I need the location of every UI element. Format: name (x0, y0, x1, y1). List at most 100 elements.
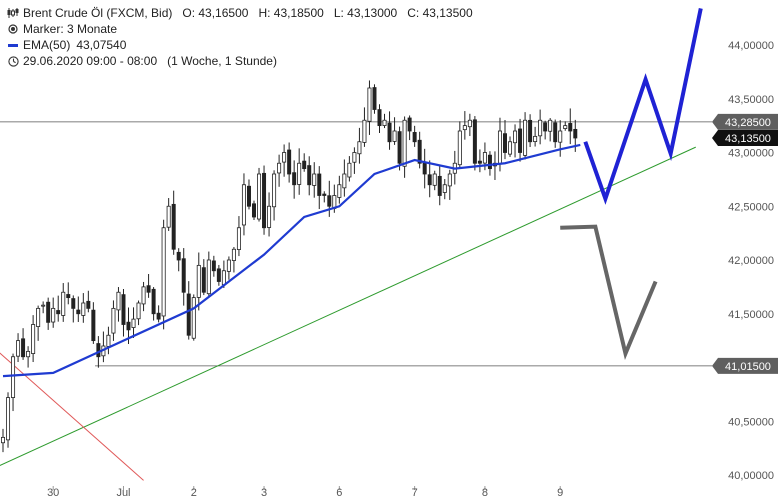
candle[interactable] (21, 328, 26, 360)
candle[interactable] (548, 118, 553, 142)
candle[interactable] (0, 428, 6, 453)
candle[interactable] (312, 162, 317, 198)
candle[interactable] (523, 112, 528, 160)
candle[interactable] (46, 297, 51, 330)
candle[interactable] (101, 331, 106, 363)
candle[interactable] (226, 256, 231, 280)
candle[interactable] (26, 346, 31, 368)
candle[interactable] (467, 113, 472, 137)
candle[interactable] (322, 191, 327, 203)
candle[interactable] (518, 118, 523, 162)
candle[interactable] (357, 127, 362, 164)
candle[interactable] (91, 302, 96, 344)
candle[interactable] (216, 264, 221, 286)
candle[interactable] (31, 315, 36, 363)
candle[interactable] (241, 173, 246, 236)
candle[interactable] (533, 126, 538, 147)
candle[interactable] (156, 305, 161, 323)
candle[interactable] (387, 111, 392, 150)
candle[interactable] (176, 248, 181, 272)
candle[interactable] (11, 353, 16, 412)
candle[interactable] (337, 175, 342, 204)
candle[interactable] (502, 120, 507, 160)
candle[interactable] (236, 216, 241, 257)
candle[interactable] (412, 125, 417, 147)
candle[interactable] (191, 294, 196, 341)
candle[interactable] (513, 124, 518, 158)
candle[interactable] (347, 156, 352, 182)
candle[interactable] (367, 80, 372, 135)
candle[interactable] (51, 297, 56, 328)
candle[interactable] (141, 281, 146, 312)
candle[interactable] (392, 117, 397, 145)
candle[interactable] (116, 287, 121, 322)
candle[interactable] (558, 120, 563, 157)
candle[interactable] (447, 169, 452, 200)
candle[interactable] (508, 136, 513, 157)
candle[interactable] (437, 164, 442, 206)
candle[interactable] (427, 160, 432, 198)
candle[interactable] (76, 296, 81, 322)
ema-50-line[interactable] (2, 143, 581, 378)
candle[interactable] (342, 159, 347, 197)
candle[interactable] (397, 126, 402, 171)
candle[interactable] (317, 166, 322, 210)
candle[interactable] (131, 307, 136, 338)
candle[interactable] (136, 300, 141, 326)
trendline[interactable] (0, 146, 696, 467)
candle[interactable] (442, 179, 447, 200)
candle[interactable] (206, 251, 211, 297)
candle[interactable] (66, 282, 71, 305)
candle[interactable] (543, 120, 548, 140)
candle[interactable] (327, 180, 332, 217)
candle[interactable] (362, 107, 367, 147)
candle[interactable] (372, 84, 377, 114)
candle[interactable] (402, 116, 407, 178)
candle[interactable] (538, 109, 543, 145)
candle[interactable] (146, 274, 151, 298)
candle[interactable] (553, 119, 558, 148)
candle[interactable] (257, 167, 262, 222)
candle[interactable] (472, 116, 477, 171)
projection-path[interactable] (583, 8, 703, 205)
candle[interactable] (457, 121, 462, 169)
candle[interactable] (277, 154, 282, 187)
candle[interactable] (171, 190, 176, 255)
candle[interactable] (267, 192, 272, 237)
candle[interactable] (6, 392, 11, 448)
candle[interactable] (201, 259, 206, 296)
candle[interactable] (477, 149, 482, 173)
projection-path[interactable] (560, 224, 658, 360)
candle[interactable] (492, 151, 497, 180)
candle[interactable] (211, 255, 216, 277)
candle[interactable] (287, 142, 292, 183)
candle[interactable] (432, 170, 437, 191)
candle[interactable] (61, 283, 66, 322)
candle[interactable] (111, 300, 116, 341)
candle[interactable] (251, 200, 256, 221)
candle[interactable] (487, 151, 492, 176)
candle[interactable] (41, 301, 46, 314)
candle[interactable] (16, 333, 21, 362)
trendline[interactable] (0, 351, 144, 481)
candle[interactable] (352, 147, 357, 174)
candle[interactable] (181, 248, 186, 306)
candle[interactable] (563, 121, 568, 131)
candle[interactable] (528, 114, 533, 148)
candle[interactable] (86, 290, 91, 313)
candle[interactable] (302, 153, 307, 172)
candle[interactable] (36, 305, 41, 341)
candle[interactable] (382, 113, 387, 129)
candle[interactable] (161, 219, 166, 330)
candle[interactable] (81, 293, 86, 323)
candle[interactable] (568, 108, 573, 145)
candle[interactable] (297, 148, 302, 195)
candle[interactable] (231, 246, 236, 273)
candle[interactable] (166, 198, 171, 231)
candle[interactable] (151, 287, 156, 321)
candle[interactable] (417, 131, 422, 169)
candle[interactable] (56, 295, 61, 322)
candle[interactable] (106, 326, 111, 355)
candle[interactable] (71, 295, 76, 323)
candle[interactable] (246, 179, 251, 210)
